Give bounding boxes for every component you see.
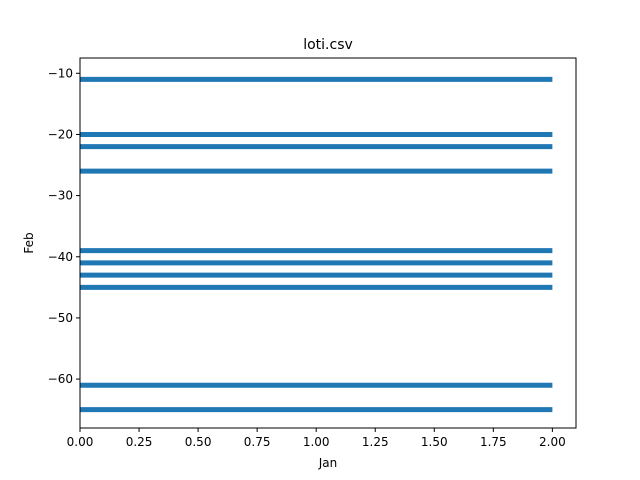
x-axis-title: Jan xyxy=(318,456,338,470)
y-tick-label: −40 xyxy=(48,250,73,264)
ticks-layer: 0.00 0.25 0.50 0.75 1.00 1.25 1.50 1.75 2.00 −10 −… xyxy=(48,66,566,449)
x-tick-label: 0.00 xyxy=(67,435,94,449)
x-tick-label: 1.25 xyxy=(362,435,389,449)
plot-frame xyxy=(79,57,577,429)
y-axis-title: Feb xyxy=(22,232,36,253)
y-tick-label: −50 xyxy=(48,311,73,325)
y-tick-label: −30 xyxy=(48,189,73,203)
y-tick-label: −20 xyxy=(48,127,73,141)
chart-title: loti.csv xyxy=(303,37,353,53)
x-tick-label: 0.50 xyxy=(185,435,212,449)
x-tick-label: 1.00 xyxy=(303,435,330,449)
x-tick-label: 0.25 xyxy=(126,435,153,449)
series-layer xyxy=(80,76,553,413)
y-tick-label: −10 xyxy=(48,66,73,80)
x-tick-label: 0.75 xyxy=(244,435,271,449)
y-tick-label: −60 xyxy=(48,372,73,386)
x-tick-label: 2.00 xyxy=(539,435,566,449)
x-tick-label: 1.75 xyxy=(480,435,507,449)
x-tick-label: 1.50 xyxy=(421,435,448,449)
